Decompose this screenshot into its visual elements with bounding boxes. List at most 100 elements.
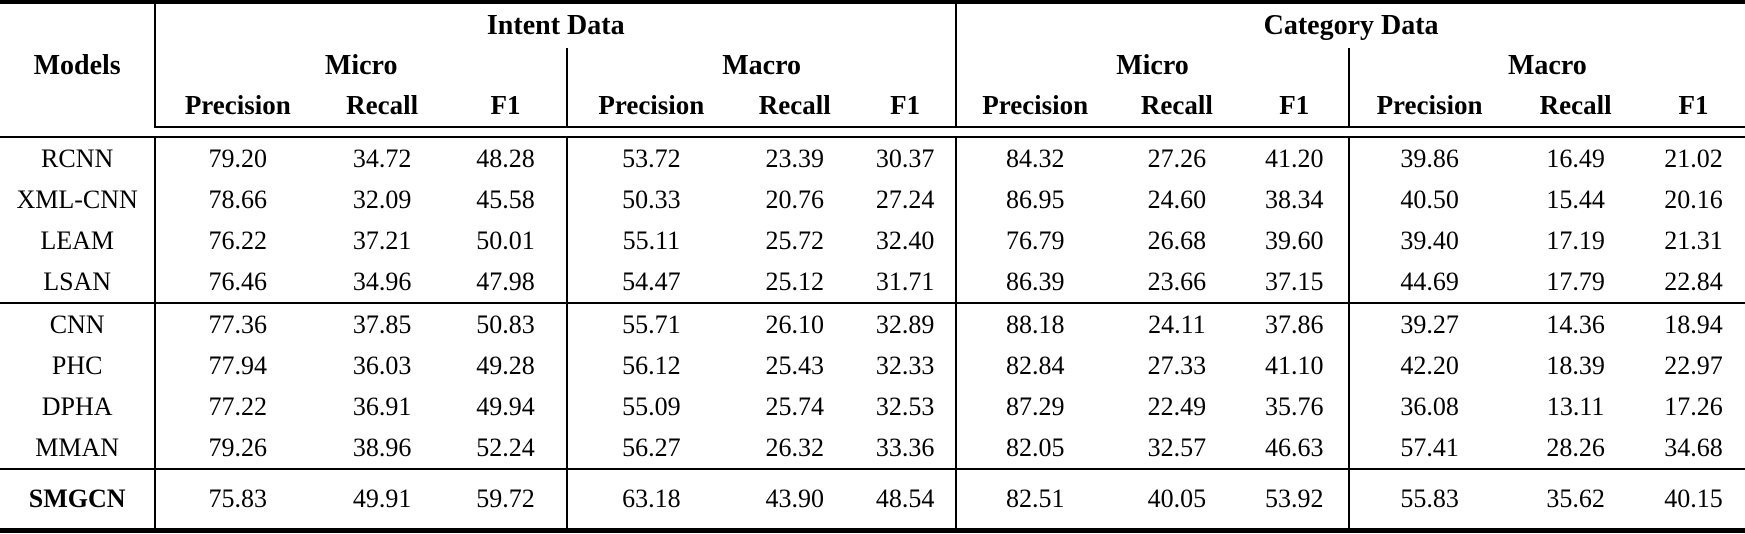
model-name-cell: RCNN — [0, 137, 157, 179]
value-cell: 49.94 — [476, 391, 535, 421]
value-cell: 26.68 — [1147, 225, 1207, 255]
value-cell: 16.49 — [1546, 143, 1605, 173]
baseline-group-1: RCNN 79.20 34.72 48.28 53.72 23.39 30.37 84.32 2… — [0, 137, 1745, 303]
double-rule-gap — [0, 127, 1745, 138]
value-cell: 40.15 — [1664, 484, 1723, 513]
table-row: SMGCN 75.83 49.91 59.72 63.18 43.90 48.54 82.51… — [0, 469, 1745, 531]
value-cell: 44.69 — [1347, 261, 1510, 303]
precision-header: Precision — [155, 84, 320, 128]
value-cell: 48.28 — [476, 143, 535, 173]
value-cell: 76.46 — [154, 261, 320, 303]
value-cell: 75.83 — [154, 469, 320, 531]
value-cell: 55.11 — [566, 220, 735, 261]
value-cell: 36.08 — [1347, 386, 1510, 427]
value-cell: 39.40 — [1347, 220, 1510, 261]
value-cell: 38.96 — [352, 432, 412, 462]
precision-header: Precision — [955, 84, 1114, 128]
value-cell: 32.57 — [1147, 432, 1207, 462]
recall-header: Recall — [319, 84, 445, 128]
value-cell: 63.18 — [566, 469, 735, 531]
value-cell: 30.37 — [875, 143, 935, 173]
value-cell: 50.33 — [566, 179, 735, 220]
value-cell: 86.39 — [955, 261, 1114, 303]
double-rule-gap-row — [0, 127, 1745, 138]
value-cell: 28.26 — [1546, 432, 1605, 462]
value-cell: 36.91 — [352, 391, 412, 421]
value-cell: 86.95 — [955, 179, 1114, 220]
table-row: MMAN 79.26 38.96 52.24 56.27 26.32 33.36 82.05 3… — [0, 427, 1745, 469]
value-cell: 36.03 — [352, 350, 412, 380]
precision-header: Precision — [1347, 84, 1510, 128]
value-cell: 21.31 — [1664, 225, 1723, 255]
value-cell: 39.60 — [1264, 225, 1324, 255]
value-cell: 17.79 — [1546, 266, 1605, 296]
value-cell: 82.05 — [955, 427, 1114, 469]
value-cell: 24.11 — [1148, 309, 1206, 339]
value-cell: 25.72 — [765, 225, 825, 255]
f1-header: F1 — [854, 84, 957, 128]
value-cell: 22.84 — [1664, 266, 1723, 296]
precision-header: Precision — [566, 84, 735, 128]
category-macro-header: Macro — [1347, 48, 1745, 84]
value-cell: 32.40 — [875, 225, 935, 255]
value-cell: 50.01 — [476, 225, 535, 255]
value-cell: 23.39 — [765, 143, 825, 173]
value-cell: 34.68 — [1664, 432, 1723, 462]
model-name-cell: DPHA — [0, 386, 157, 427]
value-cell: 45.58 — [476, 184, 535, 214]
value-cell: 37.86 — [1264, 309, 1324, 339]
value-cell: 55.83 — [1347, 469, 1510, 531]
value-cell: 32.89 — [875, 309, 935, 339]
value-cell: 48.54 — [875, 484, 935, 513]
value-cell: 46.63 — [1264, 432, 1324, 462]
value-cell: 53.72 — [566, 137, 735, 179]
recall-header: Recall — [1509, 84, 1642, 128]
intent-macro-header: Macro — [566, 48, 957, 84]
value-cell: 47.98 — [476, 266, 535, 296]
value-cell: 39.27 — [1347, 303, 1510, 345]
value-cell: 18.94 — [1664, 309, 1723, 339]
value-cell: 18.39 — [1546, 350, 1605, 380]
value-cell: 14.36 — [1546, 309, 1605, 339]
value-cell: 41.10 — [1264, 350, 1324, 380]
value-cell: 24.60 — [1147, 184, 1207, 214]
value-cell: 27.33 — [1147, 350, 1207, 380]
f1-header: F1 — [444, 84, 568, 128]
model-name-cell: CNN — [0, 303, 157, 345]
value-cell: 26.10 — [765, 309, 825, 339]
category-data-header: Category Data — [955, 2, 1745, 48]
value-cell: 52.24 — [476, 432, 535, 462]
value-cell: 77.22 — [154, 386, 320, 427]
value-cell: 87.29 — [955, 386, 1114, 427]
value-cell: 25.74 — [765, 391, 825, 421]
value-cell: 40.05 — [1147, 484, 1207, 513]
value-cell: 13.11 — [1546, 391, 1605, 421]
models-header: Models — [0, 2, 157, 127]
f1-header: F1 — [1240, 84, 1349, 128]
table-row: XML-CNN 78.66 32.09 45.58 50.33 20.76 27.24 86.… — [0, 179, 1745, 220]
value-cell: 37.85 — [352, 309, 412, 339]
value-cell: 88.18 — [955, 303, 1114, 345]
value-cell: 79.20 — [154, 137, 320, 179]
proposed-model-group: SMGCN 75.83 49.91 59.72 63.18 43.90 48.54 82.51… — [0, 469, 1745, 531]
value-cell: 21.02 — [1664, 143, 1723, 173]
value-cell: 26.32 — [765, 432, 825, 462]
value-cell: 41.20 — [1264, 143, 1324, 173]
value-cell: 55.09 — [566, 386, 735, 427]
table-row: PHC 77.94 36.03 49.28 56.12 25.43 32.33 82.84 27… — [0, 345, 1745, 386]
value-cell: 22.97 — [1664, 350, 1723, 380]
value-cell: 35.76 — [1264, 391, 1324, 421]
value-cell: 32.53 — [875, 391, 935, 421]
value-cell: 38.34 — [1264, 184, 1324, 214]
value-cell: 17.19 — [1546, 225, 1605, 255]
table-row: LEAM 76.22 37.21 50.01 55.11 25.72 32.40 76.79 2… — [0, 220, 1745, 261]
value-cell: 53.92 — [1264, 484, 1324, 513]
model-name-cell: PHC — [0, 345, 157, 386]
value-cell: 49.28 — [476, 350, 535, 380]
intent-data-header: Intent Data — [486, 10, 625, 41]
recall-header: Recall — [734, 84, 855, 128]
value-cell: 25.12 — [765, 266, 825, 296]
value-cell: 77.94 — [154, 345, 320, 386]
value-cell: 34.96 — [352, 266, 412, 296]
